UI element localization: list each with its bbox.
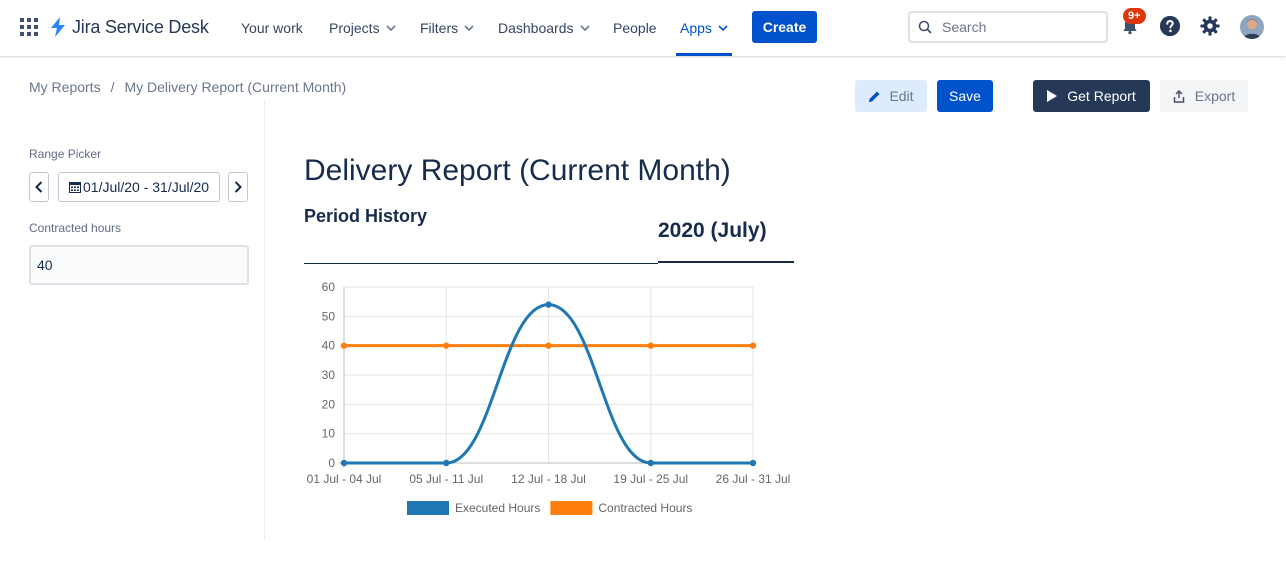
edit-button[interactable]: Edit (855, 80, 927, 112)
chevron-down-icon (579, 25, 590, 32)
executed-hours-point (749, 459, 757, 467)
nav-your-work-label: Your work (241, 20, 303, 36)
chevron-left-icon (35, 181, 43, 193)
executed-hours-point (545, 301, 552, 308)
chevron-down-icon (464, 25, 474, 32)
y-tick-label: 0 (328, 456, 335, 470)
user-avatar-icon (1240, 15, 1264, 39)
get-report-button-label: Get Report (1067, 88, 1136, 104)
y-tick-label: 30 (322, 368, 336, 382)
y-tick-label: 10 (322, 427, 336, 441)
export-button-label: Export (1194, 88, 1236, 104)
breadcrumb-separator: / (110, 79, 115, 95)
settings-button[interactable] (1198, 14, 1222, 38)
nav-people-label: People (613, 20, 657, 36)
period-tab-underline (658, 261, 794, 263)
product-name: Jira Service Desk (72, 16, 209, 37)
search-icon (918, 20, 932, 34)
product-logo[interactable]: Jira Service Desk (50, 16, 209, 38)
export-icon (1173, 89, 1185, 103)
period-history-chart: 0 10 20 30 40 50 60 01 Jul - 04 Jul 05 Jul - 11 … (307, 280, 791, 515)
search-input[interactable] (942, 19, 1092, 35)
chevron-down-icon (386, 25, 396, 32)
executed-hours-point (647, 459, 654, 467)
y-tick-label: 60 (322, 280, 336, 294)
previous-range-button[interactable] (29, 172, 49, 202)
report-title: Delivery Report (Current Month) (304, 154, 731, 187)
edit-button-label: Edit (889, 88, 914, 104)
export-button[interactable]: Export (1160, 80, 1248, 112)
contracted-hours-legend-label: Contracted Hours (598, 501, 692, 515)
breadcrumb-my-reports[interactable]: My Reports (29, 79, 101, 95)
nav-apps[interactable]: Apps (676, 0, 732, 56)
divider (304, 263, 658, 264)
sidebar (0, 100, 265, 540)
contracted-hours-point (647, 342, 654, 349)
get-report-button[interactable]: Get Report (1033, 80, 1150, 112)
y-tick-label: 50 (322, 309, 336, 323)
nav-people[interactable]: People (613, 0, 657, 56)
search-field[interactable] (908, 11, 1108, 43)
chevron-down-icon (718, 25, 728, 32)
contracted-hours-point (340, 342, 348, 349)
range-picker-label: Range Picker (29, 147, 102, 161)
x-tick-label: 12 Jul - 18 Jul (511, 472, 586, 486)
nav-apps-label: Apps (680, 20, 712, 36)
play-icon (1047, 90, 1058, 102)
pencil-icon (869, 91, 880, 102)
nav-dashboards[interactable]: Dashboards (498, 0, 590, 56)
contracted-hours-point (443, 342, 450, 349)
jira-logo-icon (51, 17, 65, 37)
x-tick-label: 26 Jul - 31 Jul (716, 472, 791, 486)
contracted-hours-legend-swatch (550, 501, 593, 515)
x-tick-label: 05 Jul - 11 Jul (409, 472, 483, 486)
calendar-icon (69, 182, 81, 193)
nav-filters-label: Filters (420, 20, 459, 36)
executed-hours-legend-label: Executed Hours (455, 501, 540, 515)
executed-hours-point (340, 459, 348, 467)
x-tick-label: 19 Jul - 25 Jul (613, 472, 688, 486)
nav-filters[interactable]: Filters (420, 0, 474, 56)
nav-projects-label: Projects (329, 20, 380, 36)
notification-badge: 9+ (1123, 8, 1146, 24)
section-title: Period History (304, 206, 428, 226)
nav-your-work[interactable]: Your work (241, 0, 303, 56)
app-switcher-icon[interactable] (20, 18, 38, 36)
breadcrumb-current-report[interactable]: My Delivery Report (Current Month) (124, 79, 347, 95)
executed-hours-legend-swatch (407, 501, 449, 515)
breadcrumb: My Reports / My Delivery Report (Current… (29, 79, 346, 95)
contracted-hours-label: Contracted hours (29, 221, 122, 235)
contracted-hours-point (545, 342, 552, 349)
y-tick-label: 40 (322, 339, 336, 353)
date-range-value: 01/Jul/20 - 31/Jul/20 (83, 179, 210, 195)
nav-projects[interactable]: Projects (329, 0, 396, 56)
contracted-hours-input[interactable] (29, 245, 249, 285)
settings-icon (1200, 16, 1220, 36)
y-tick-label: 20 (322, 397, 336, 411)
help-icon (1159, 15, 1181, 37)
top-navigation: Jira Service Desk Your work Projects Fil… (0, 0, 1286, 56)
period-tab[interactable]: 2020 (July) (658, 219, 767, 242)
date-range-picker[interactable]: 01/Jul/20 - 31/Jul/20 (58, 172, 220, 202)
next-range-button[interactable] (228, 172, 248, 202)
save-button[interactable]: Save (937, 80, 993, 112)
help-button[interactable] (1158, 14, 1182, 38)
executed-hours-point (443, 459, 450, 467)
chevron-right-icon (234, 181, 242, 193)
x-tick-label: 01 Jul - 04 Jul (307, 472, 382, 486)
contracted-hours-point (749, 342, 757, 349)
avatar[interactable] (1240, 15, 1264, 39)
create-button[interactable]: Create (752, 11, 817, 43)
nav-dashboards-label: Dashboards (498, 20, 574, 36)
